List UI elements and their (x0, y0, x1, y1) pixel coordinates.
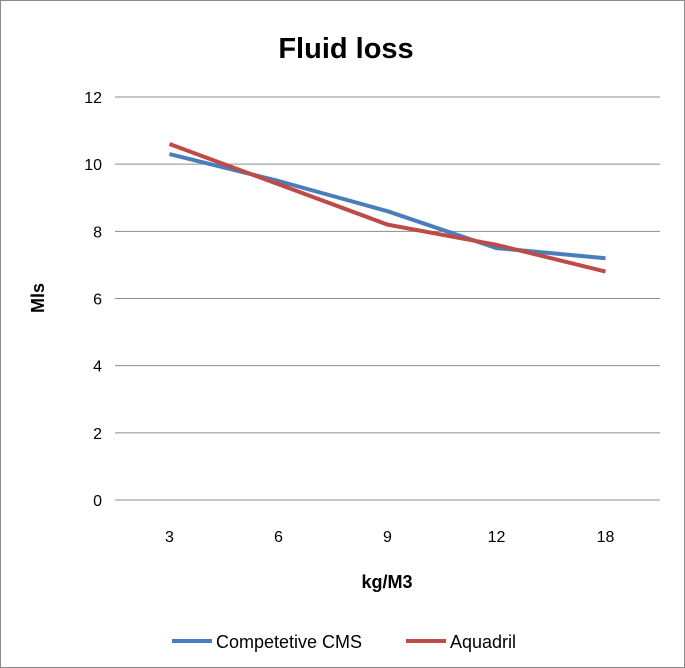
x-tick-label: 9 (383, 529, 392, 546)
gridlines (115, 96, 660, 501)
y-tick-label: 6 (93, 292, 102, 309)
x-axis-label: kg/M3 (361, 572, 412, 592)
x-tick-label: 18 (597, 529, 615, 546)
chart-title: Fluid loss (278, 33, 413, 65)
legend-label-1: Competetive CMS (216, 632, 362, 652)
legend-label-2: Aquadril (450, 632, 516, 652)
legend: Competetive CMS Aquadril (172, 632, 516, 652)
y-tick-label: 8 (93, 224, 102, 241)
y-tick-label: 12 (84, 90, 102, 107)
y-tick-label: 2 (93, 426, 102, 443)
x-tick-label: 12 (488, 529, 506, 546)
series-lines (168, 142, 606, 274)
x-axis-ticks: 3 6 9 12 18 (165, 529, 614, 546)
x-tick-label: 6 (274, 529, 283, 546)
x-tick-label: 3 (165, 529, 174, 546)
y-axis-ticks: 0 2 4 6 8 10 12 (84, 90, 102, 510)
y-tick-label: 0 (93, 493, 102, 510)
y-tick-label: 10 (84, 157, 102, 174)
y-axis-label: Mls (28, 283, 48, 313)
series-line-2 (168, 142, 606, 274)
y-tick-label: 4 (93, 359, 102, 376)
